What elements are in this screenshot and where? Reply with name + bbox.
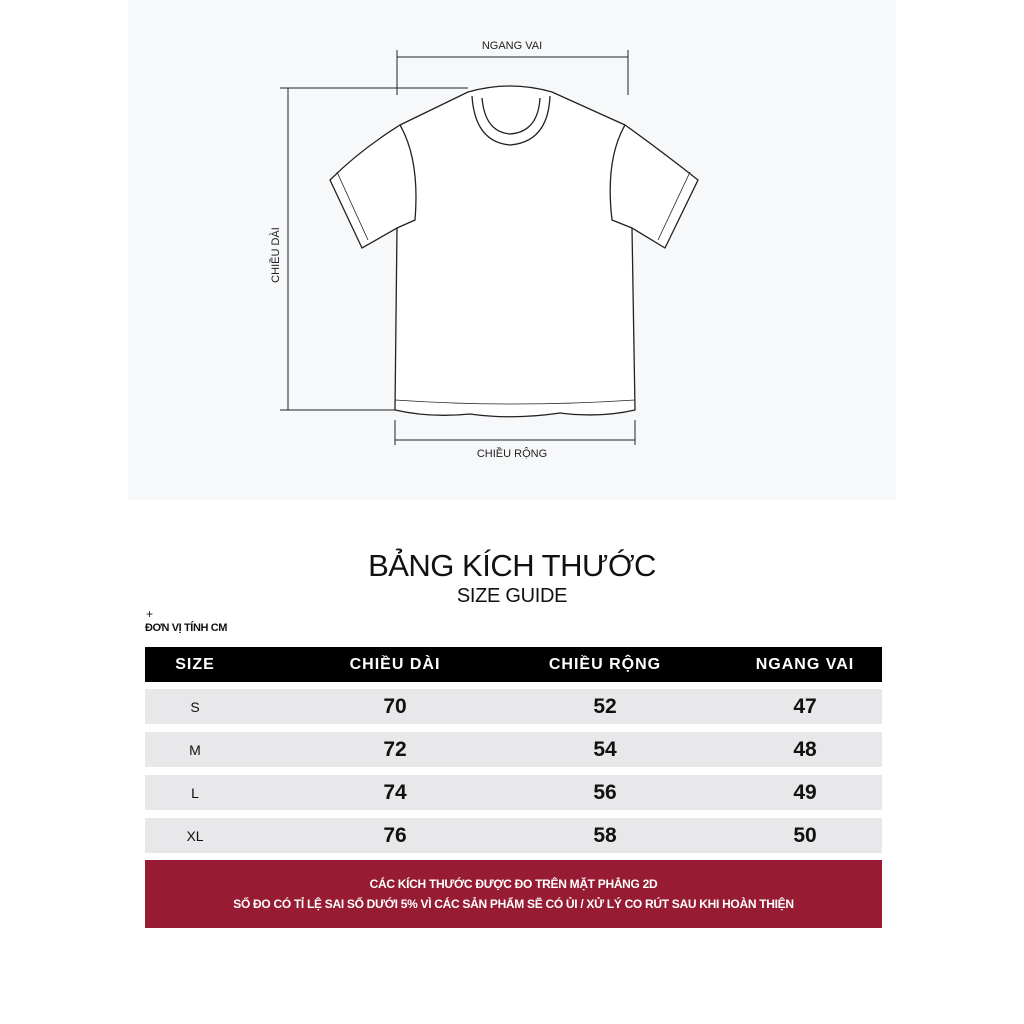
- cell-size: XL: [186, 827, 204, 844]
- cell-shoulder: 50: [793, 823, 817, 847]
- header-size: SIZE: [175, 655, 215, 673]
- header-width: CHIỀU RỘNG: [548, 655, 662, 673]
- cell-length: 76: [383, 823, 407, 847]
- cell-shoulder: 48: [793, 737, 817, 761]
- table-header: SIZE CHIỀU DÀI CHIỀU RỘNG NGANG VAI: [145, 647, 882, 682]
- tshirt-outline: [329, 85, 699, 418]
- cell-length: 72: [383, 737, 407, 761]
- cell-size: M: [189, 741, 201, 758]
- width-label: CHIỀU RỘNG: [477, 447, 547, 460]
- cell-size: S: [190, 698, 200, 715]
- cell-length: 74: [383, 780, 407, 804]
- cell-width: 52: [593, 694, 617, 718]
- measurement-note: CÁC KÍCH THƯỚC ĐƯỢC ĐO TRÊN MẶT PHẲNG 2D…: [145, 860, 882, 928]
- length-label: CHIỀU DÀI: [269, 227, 282, 283]
- header-shoulder: NGANG VAI: [755, 655, 855, 673]
- header-length: CHIỀU DÀI: [349, 655, 441, 673]
- cell-length: 70: [383, 694, 407, 718]
- page-title: BẢNG KÍCH THƯỚC: [368, 548, 656, 583]
- cell-width: 56: [593, 780, 617, 804]
- table-row: L 74 56 49: [145, 775, 882, 810]
- cell-shoulder: 47: [793, 694, 817, 718]
- cell-width: 58: [593, 823, 617, 847]
- note-line-1: CÁC KÍCH THƯỚC ĐƯỢC ĐO TRÊN MẶT PHẲNG 2D: [369, 877, 658, 891]
- note-line-2: SỐ ĐO CÓ TỈ LỆ SAI SỐ DƯỚI 5% VÌ CÁC SẢN…: [233, 897, 794, 911]
- unit-label: ĐƠN VỊ TÍNH CM: [145, 622, 228, 634]
- table-row: S 70 52 47: [145, 689, 882, 724]
- dimension-lines: [280, 50, 636, 445]
- shoulder-label: NGANG VAI: [482, 40, 542, 52]
- page-subtitle: SIZE GUIDE: [456, 585, 568, 607]
- cell-size: L: [191, 784, 199, 801]
- cell-width: 54: [593, 737, 617, 761]
- table-row: XL 76 58 50: [145, 818, 882, 853]
- table-row: M 72 54 48: [145, 732, 882, 767]
- tshirt-diagram: NGANG VAI CHIỀU DÀI CHIỀU RỘNG: [269, 40, 699, 460]
- plus-icon: +: [146, 607, 154, 621]
- cell-shoulder: 49: [793, 780, 817, 804]
